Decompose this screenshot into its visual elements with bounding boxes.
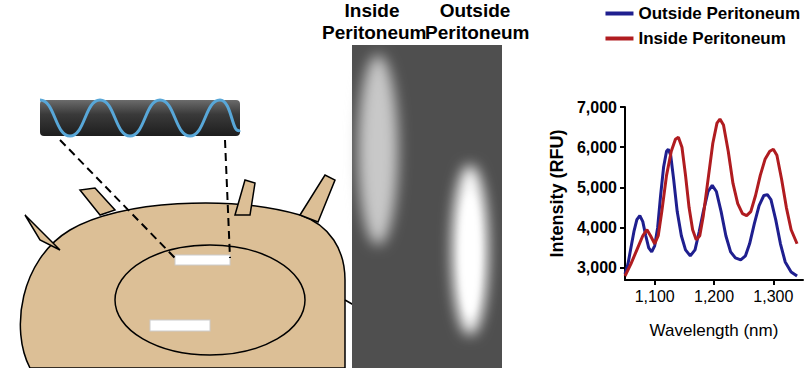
svg-text:Inside Peritoneum: Inside Peritoneum [638, 29, 785, 48]
svg-text:3,000: 3,000 [577, 259, 617, 276]
svg-text:Outside Peritoneum: Outside Peritoneum [638, 4, 800, 23]
svg-text:7,000: 7,000 [577, 99, 617, 116]
svg-text:5,000: 5,000 [577, 179, 617, 196]
svg-text:1,300: 1,300 [753, 288, 793, 305]
html-text:Outside Peritoneum: Outside Peritoneum [425, 0, 530, 43]
svg-text:1,200: 1,200 [694, 288, 734, 305]
html-text:Inside Peritoneum: Inside Peritoneum [322, 0, 427, 43]
svg-text:Wavelength (nm): Wavelength (nm) [650, 321, 779, 340]
svg-text:1,100: 1,100 [635, 288, 675, 305]
svg-text:Intensity (RFU): Intensity (RFU) [547, 129, 567, 257]
svg-text:4,000: 4,000 [577, 219, 617, 236]
svg-text:6,000: 6,000 [577, 139, 617, 156]
